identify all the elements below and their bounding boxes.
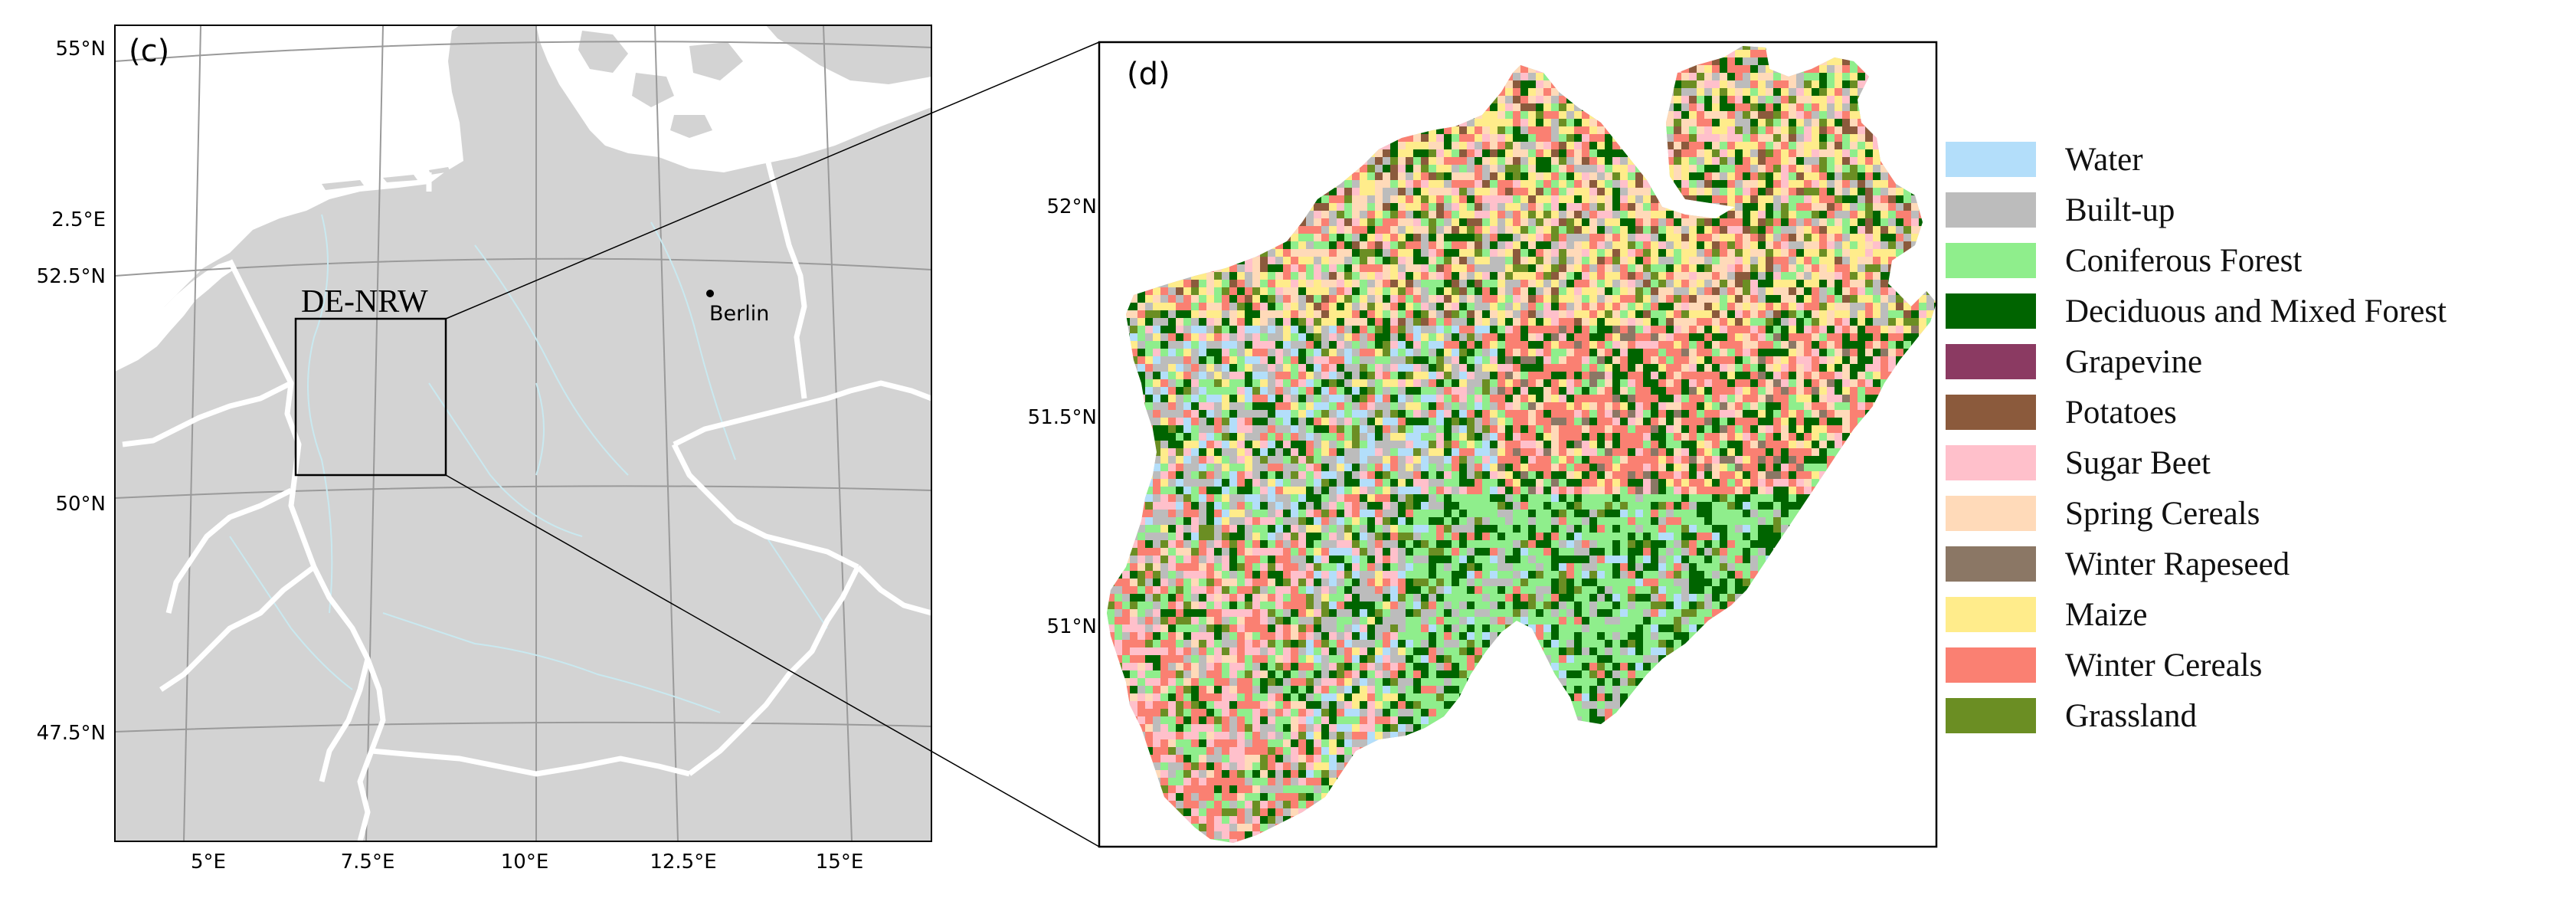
lon-label: 15°E [816,851,864,874]
legend-item: Coniferous Forest [1946,235,2558,286]
land-mass [115,25,931,841]
netherlands-coast [115,261,234,372]
lat-label: 52.5°N [37,265,106,288]
panel-d-letter: (d) [1127,57,1170,92]
sweden-coast [766,25,931,84]
legend-swatch [1946,698,2036,733]
lon-label: 10°E [501,851,549,874]
legend-swatch [1946,395,2036,430]
legend-item: Winter Rapeseed [1946,539,2558,589]
legend-label: Grassland [2065,697,2197,734]
lat-label: 47.5°N [37,722,106,745]
legend-swatch [1946,647,2036,683]
legend-label: Coniferous Forest [2065,242,2303,279]
legend-swatch [1946,243,2036,278]
lat-label: 55°N [55,38,106,61]
land-cover-legend: Water Built-up Coniferous Forest Deciduo… [1946,134,2558,741]
lat-label: 50°N [55,493,106,516]
lat-label: 51.5°N [1028,406,1097,429]
rivers [229,214,828,713]
legend-item: Maize [1946,589,2558,640]
berlin-label: Berlin [709,302,769,326]
legend-label: Winter Cereals [2065,647,2263,683]
legend-label: Sugar Beet [2065,444,2211,481]
frisian-islands [322,167,450,190]
danish-islands [578,31,743,138]
legend-swatch [1946,293,2036,329]
legend-swatch [1946,344,2036,379]
panel-d-map: (d) 52°N 51.5°N 51°N [1028,41,1938,848]
legend-label: Maize [2065,596,2148,633]
legend-item: Water [1946,134,2558,185]
country-borders [122,152,931,841]
north-sea [115,25,458,345]
nrw-region-label: DE-NRW [301,284,428,320]
legend-item: Winter Cereals [1946,640,2558,690]
legend-swatch [1946,597,2036,632]
legend-swatch [1946,546,2036,582]
legend-swatch [1946,192,2036,228]
legend-item: Grapevine [1946,336,2558,387]
legend-item: Grassland [1946,690,2558,741]
legend-item: Deciduous and Mixed Forest [1946,286,2558,336]
legend-item: Potatoes [1946,387,2558,438]
zoom-connector-top [445,41,1100,320]
legend-label: Grapevine [2065,343,2203,380]
panel-c-map: DE-NRW Berlin (c) 55°N 2.5°E 52.5°N 50°N… [37,25,932,874]
legend-label: Built-up [2065,192,2175,228]
legend-item: Sugar Beet [1946,438,2558,488]
legend-label: Deciduous and Mixed Forest [2065,293,2447,329]
legend-label: Water [2065,141,2143,178]
lat-label: 51°N [1046,615,1097,638]
nrw-region-box [294,317,447,477]
legend-item: Built-up [1946,185,2558,235]
legend-label: Winter Rapeseed [2065,546,2290,582]
panel-c-letter: (c) [129,34,169,69]
legend-swatch [1946,142,2036,177]
panel-c-content [115,25,931,841]
legend-item: Spring Cereals [1946,488,2558,539]
panel-d-frame [1098,41,1938,848]
berlin-marker [706,290,714,297]
lat-label: 2.5°E [51,208,106,231]
panel-c-frame [114,25,932,842]
lon-label: 5°E [191,851,226,874]
zoom-connector-bottom [445,474,1100,847]
legend-label: Potatoes [2065,394,2177,431]
legend-label: Spring Cereals [2065,495,2260,532]
lat-label: 52°N [1046,195,1097,218]
lon-label: 7.5°E [341,851,395,874]
legend-swatch [1946,496,2036,531]
lon-label: 12.5°E [650,851,716,874]
legend-swatch [1946,445,2036,480]
